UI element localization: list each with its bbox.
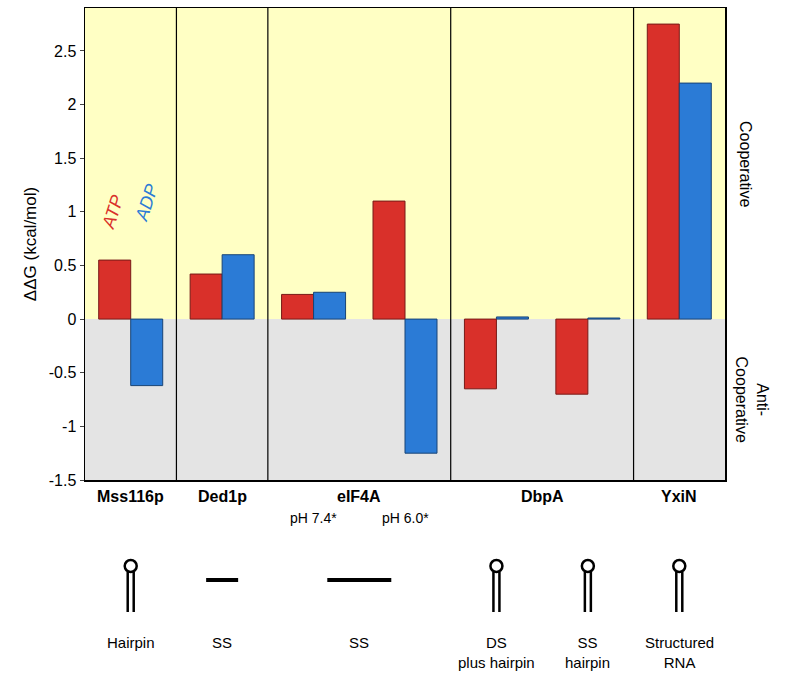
svg-text:StructuredRNA: StructuredRNA [645,634,714,671]
svg-text:YxiN: YxiN [661,488,697,505]
svg-text:DSplus hairpin: DSplus hairpin [458,634,535,671]
svg-text:Hairpin: Hairpin [107,634,155,651]
svg-text:ΔΔG (kcal/mol): ΔΔG (kcal/mol) [21,187,40,301]
svg-text:2.5: 2.5 [54,43,76,60]
svg-text:-1: -1 [62,418,76,435]
svg-text:SShairpin: SShairpin [565,634,610,671]
svg-text:pH 6.0*: pH 6.0* [382,510,429,526]
svg-text:Anti-Cooperative: Anti-Cooperative [733,357,771,443]
svg-text:SS: SS [212,634,232,651]
svg-text:SS: SS [349,634,369,651]
svg-text:pH 7.4*: pH 7.4* [290,510,337,526]
svg-text:-1.5: -1.5 [49,472,77,489]
svg-text:Mss116p: Mss116p [97,488,164,505]
svg-text:2: 2 [67,96,76,113]
svg-text:0.5: 0.5 [54,257,76,274]
svg-text:eIF4A: eIF4A [337,488,381,505]
svg-text:1.5: 1.5 [54,150,76,167]
svg-text:Ded1p: Ded1p [198,488,247,505]
svg-text:0: 0 [67,311,76,328]
svg-text:1: 1 [67,203,76,220]
svg-text:-0.5: -0.5 [49,364,77,381]
svg-text:DbpA: DbpA [521,488,564,505]
svg-text:ATP: ATP [98,193,128,232]
svg-text:ADP: ADP [131,182,162,224]
svg-text:Cooperative: Cooperative [737,121,754,207]
